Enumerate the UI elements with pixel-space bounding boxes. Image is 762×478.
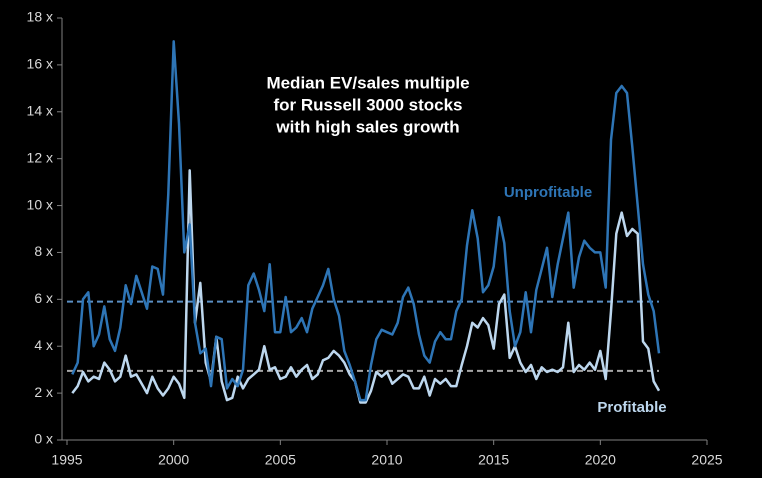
series-line — [71, 40, 661, 402]
x-tick-label: 2000 — [158, 452, 189, 468]
x-tick-label: 2020 — [585, 452, 616, 468]
y-tick-label: 0 x — [34, 431, 53, 447]
x-tick-label: 2015 — [478, 452, 509, 468]
y-tick-label: 2 x — [34, 384, 53, 400]
y-tick-label: 6 x — [34, 290, 53, 306]
y-tick-label: 8 x — [34, 243, 53, 259]
series-label: Unprofitable — [504, 184, 592, 201]
series-line — [71, 169, 661, 404]
x-tick-label: 2005 — [265, 452, 296, 468]
x-tick-label: 2010 — [371, 452, 402, 468]
x-tick-label: 2025 — [691, 452, 722, 468]
x-tick-label: 1995 — [51, 452, 82, 468]
y-tick-label: 16 x — [27, 56, 53, 72]
y-tick-label: 12 x — [27, 149, 53, 165]
series-label: Profitable — [597, 399, 666, 416]
y-tick-label: 18 x — [27, 9, 53, 25]
y-tick-label: 10 x — [27, 196, 53, 212]
y-tick-label: 14 x — [27, 102, 53, 118]
chart-title: Median EV/sales multiple — [266, 73, 469, 92]
chart-title: for Russell 3000 stocks — [274, 95, 463, 114]
y-tick-label: 4 x — [34, 337, 53, 353]
chart-title: with high sales growth — [275, 117, 459, 136]
